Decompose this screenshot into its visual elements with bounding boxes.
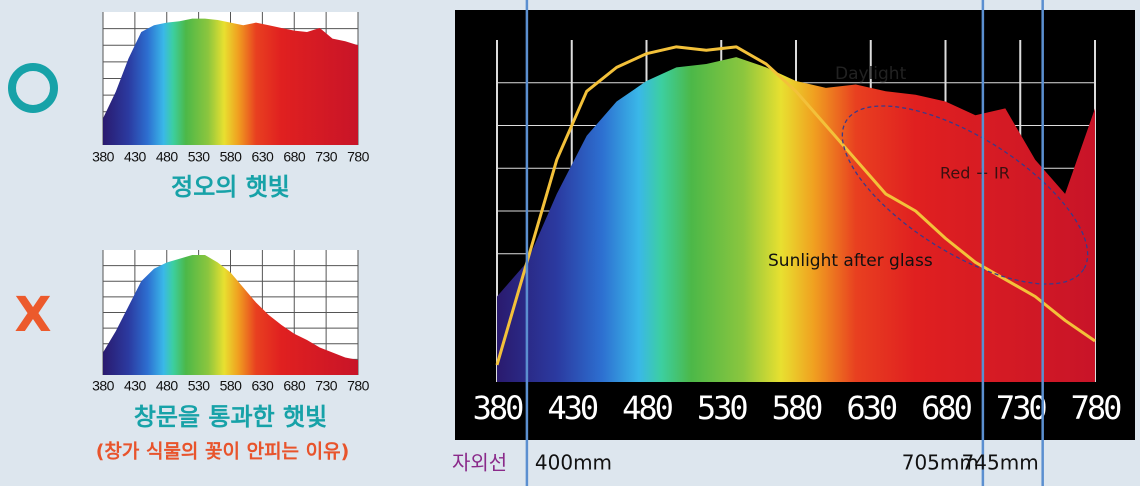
spectrum-area <box>103 18 358 145</box>
x-tick-label: 730 <box>315 378 338 394</box>
x-tick-label: 780 <box>1071 389 1122 427</box>
x-tick-label: 380 <box>92 378 115 394</box>
good-circle: O <box>8 63 58 113</box>
x-tick-label: 430 <box>547 389 598 427</box>
spectrum-area <box>497 57 1095 382</box>
caption: 정오의 햇빛 <box>171 173 290 201</box>
x-tick-label: 680 <box>921 389 972 427</box>
x-tick-label: 680 <box>283 378 306 394</box>
x-tick-label: 480 <box>622 389 673 427</box>
x-tick-label: 580 <box>220 149 243 165</box>
marker-label: 400mm <box>535 451 612 475</box>
x-tick-label: 680 <box>283 149 306 165</box>
x-tick-label: 380 <box>473 389 524 427</box>
x-tick-label: 530 <box>188 149 211 165</box>
x-tick-label: 580 <box>772 389 823 427</box>
marker-label: 745mm <box>962 451 1039 475</box>
x-tick-label: 480 <box>156 378 179 394</box>
x-tick-label: 780 <box>347 378 370 394</box>
marker-label: 705mm <box>902 451 979 475</box>
x-tick-label: 530 <box>697 389 748 427</box>
x-tick-label: 730 <box>315 149 338 165</box>
series-label: Daylight <box>835 64 907 84</box>
caption: 창문을 통과한 햇빛 <box>134 403 327 431</box>
annotation: Red + IR <box>940 164 1010 183</box>
series-label: Sunlight after glass <box>768 251 933 271</box>
caption-note: (창가 식물의 꽃이 안피는 이유) <box>96 441 350 463</box>
spectrum-area <box>103 255 358 375</box>
bad-mark: X <box>14 287 51 343</box>
x-tick-label: 630 <box>251 378 274 394</box>
x-tick-label: 530 <box>188 378 211 394</box>
x-tick-label: 430 <box>124 378 147 394</box>
x-tick-label: 630 <box>251 149 274 165</box>
x-tick-label: 780 <box>347 149 370 165</box>
red-ir-region <box>841 105 1089 285</box>
x-tick-label: 630 <box>846 389 897 427</box>
x-tick-label: 380 <box>92 149 115 165</box>
x-tick-label: 730 <box>996 389 1047 427</box>
x-tick-label: 580 <box>220 378 243 394</box>
x-tick-label: 430 <box>124 149 147 165</box>
uv-label: 자외선 <box>452 451 507 475</box>
x-tick-label: 480 <box>156 149 179 165</box>
